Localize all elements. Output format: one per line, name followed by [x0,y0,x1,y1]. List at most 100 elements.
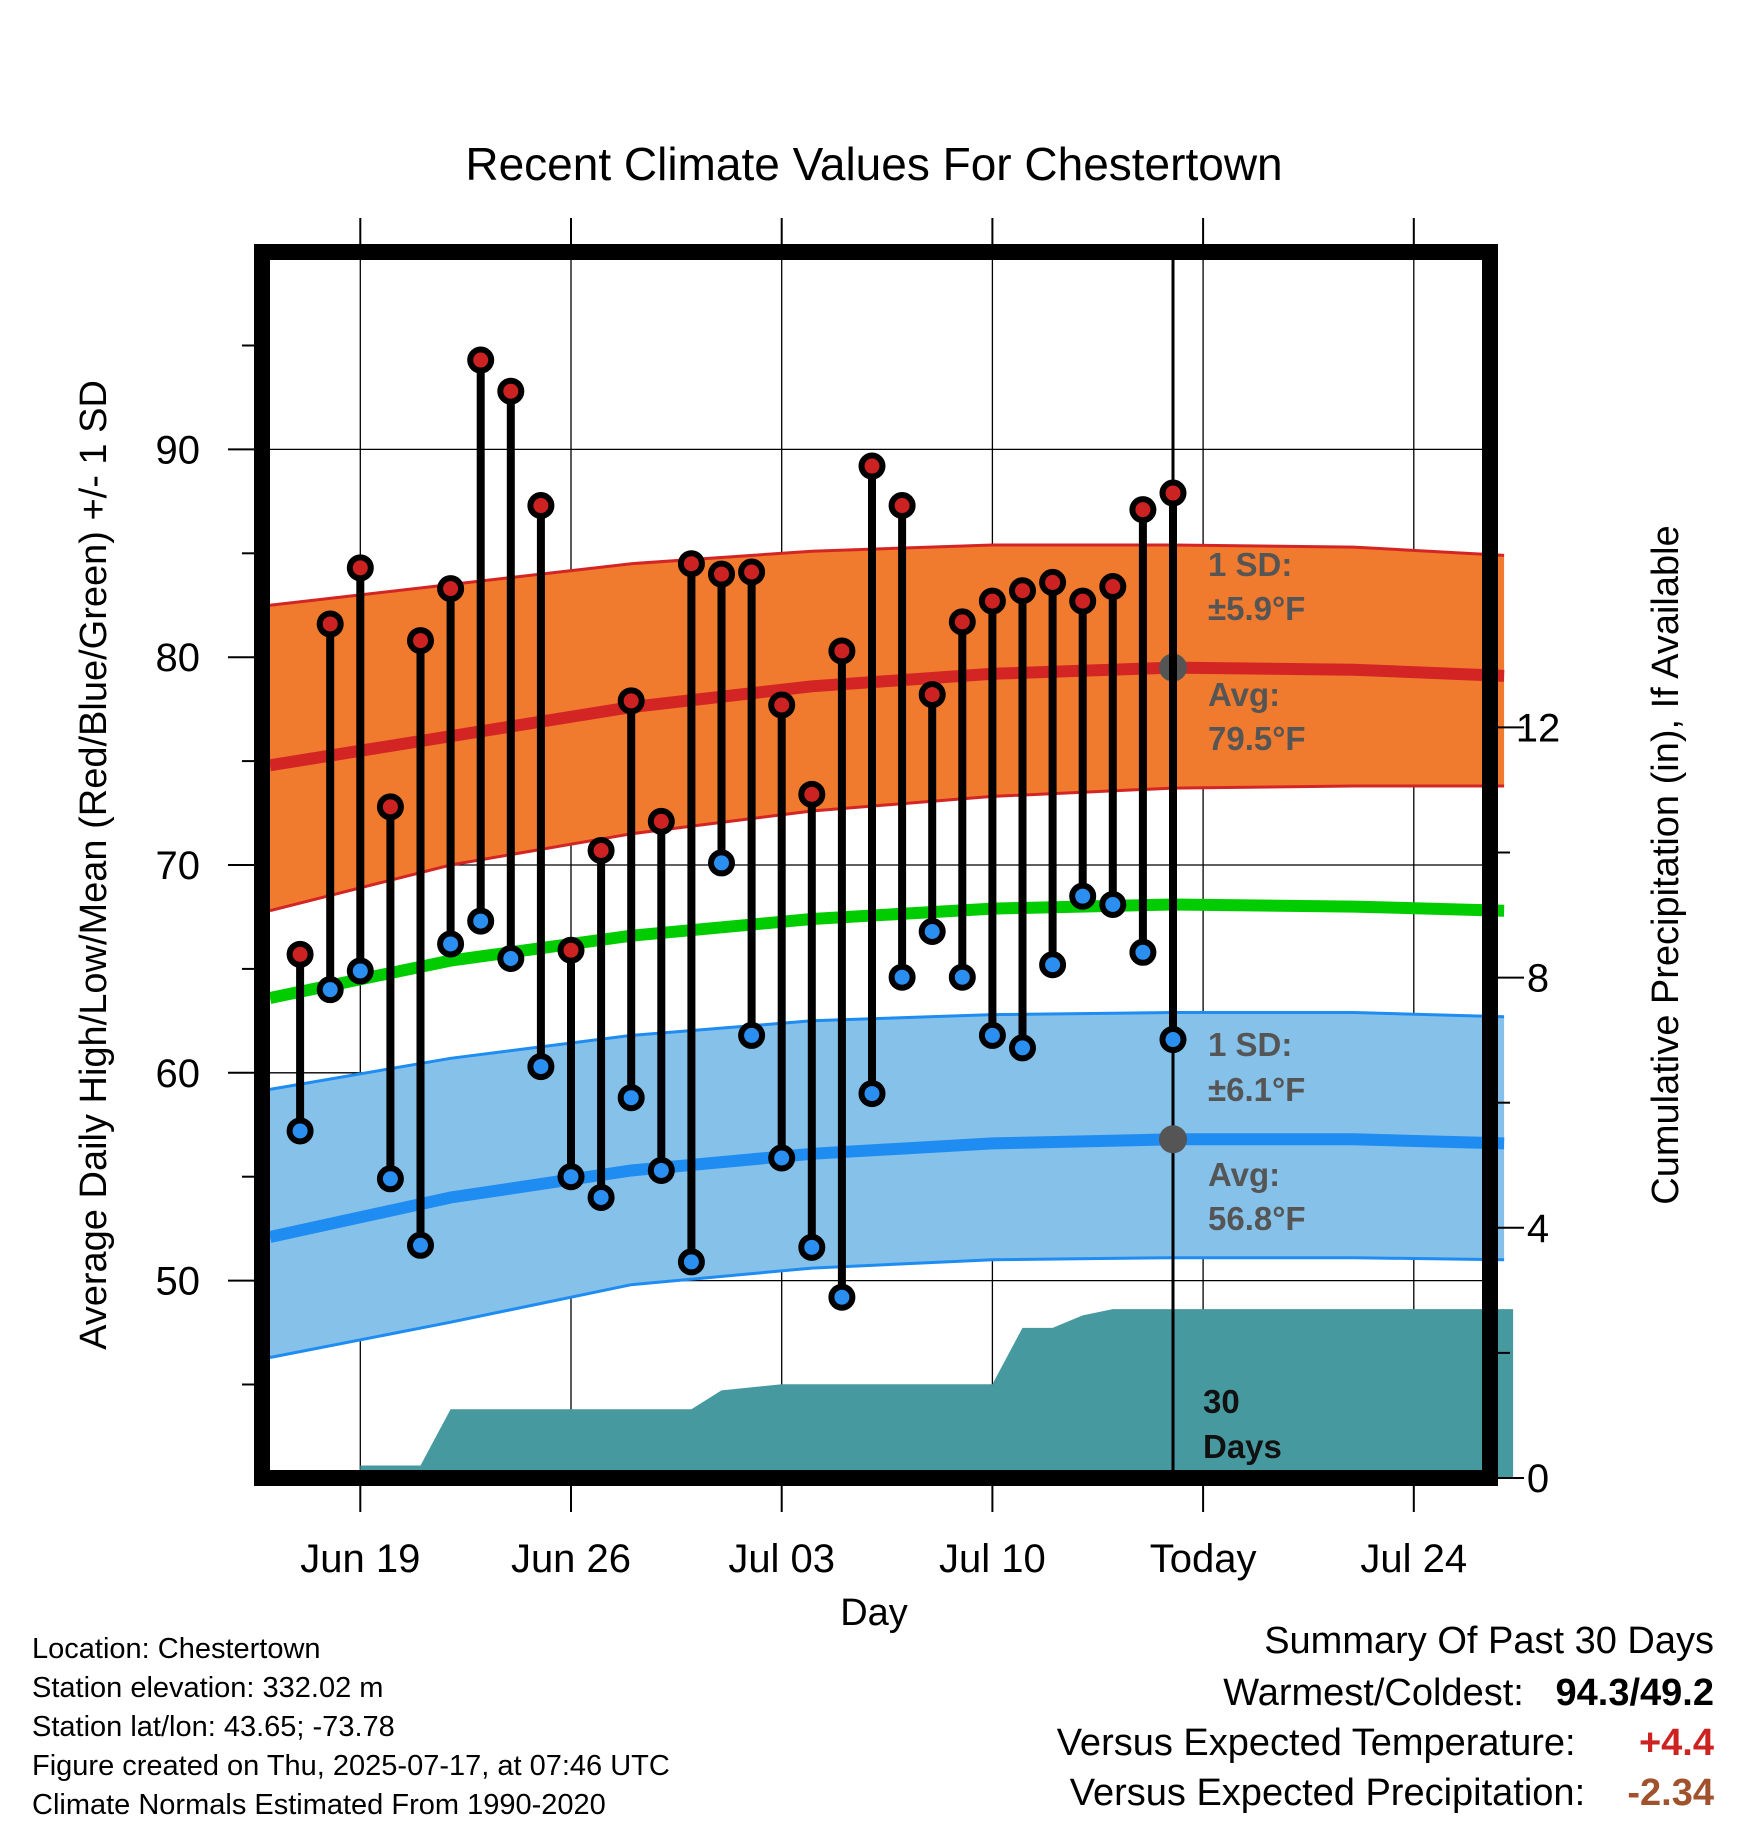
precipitation-area [360,1309,1514,1477]
low-sd-label: 1 SD: [1208,1026,1292,1063]
observed-high-point [798,780,826,808]
observed-low-point [978,1021,1006,1049]
observed-high-point [557,936,585,964]
footer-normals: Climate Normals Estimated From 1990-2020 [32,1789,606,1821]
observed-low-point [677,1248,705,1276]
precip-label-days: Days [1203,1428,1282,1465]
observed-high-point [527,492,555,520]
observed-low-point [708,849,735,877]
x-axis-label: Day [840,1592,908,1634]
footer-location: Location: Chestertown [32,1633,321,1665]
footer-elevation: Station elevation: 332.02 m [32,1672,384,1704]
observed-high-point [738,558,766,586]
x-tick-label: Jul 10 [939,1537,1046,1581]
y-tick-label: 60 [156,1052,201,1096]
observed-low-point [497,945,525,973]
warm-cold-value: 94.3/49.2 [1555,1672,1714,1714]
x-tick-label: Today [1150,1537,1257,1581]
low-sd-value: ±6.1°F [1208,1071,1305,1108]
observed-low-point [828,1283,856,1311]
precip-label: Versus Expected Precipitation: [1069,1772,1586,1814]
y2-tick-label: 4 [1527,1207,1549,1251]
observed-high-point [1039,568,1067,596]
y2-tick-label: 12 [1516,706,1561,750]
observed-high-point [617,687,645,715]
observed-high-point [1009,577,1036,605]
footer-created: Figure created on Thu, 2025-07-17, at 07… [32,1750,670,1782]
observed-high-point [1129,496,1157,524]
observed-high-point [918,681,946,709]
y-tick-label: 70 [156,844,201,888]
avg-high-label: Avg: [1208,676,1280,713]
temp-value: +4.4 [1638,1722,1714,1764]
observed-low-point [647,1156,675,1184]
x-tick-label: Jul 03 [728,1537,835,1581]
high-sd-band [270,545,1505,911]
observed-low-point [346,957,374,985]
axis-ticks: Jun 19 Jun 26 Jul 03 Jul 10 Today Jul 24 50 60 7… [156,218,1561,1581]
observed-high-point [587,836,615,864]
observed-high-point [677,550,705,578]
observed-low-point [587,1183,615,1211]
low-sd-upper-edge [269,1011,1505,1091]
observed-low-point [1159,1026,1187,1054]
observed-low-point [768,1144,796,1172]
summary-precip: Versus Expected Precipitation: -2.34 [1070,1772,1714,1815]
observed-low-point [407,1231,434,1259]
temp-label: Versus Expected Temperature: [1056,1722,1576,1764]
observed-high-point [1069,587,1097,615]
observed-low-point [738,1021,766,1049]
observed-low-point [948,963,976,991]
y-tick-label: 50 [156,1260,201,1304]
y-tick-label: 90 [156,428,201,472]
observed-high-point [1099,573,1127,601]
observed-high-point [888,492,916,520]
plot-frame [254,244,1498,1486]
avg-low-label: Avg: [1208,1156,1280,1193]
observed-low-point [1009,1034,1036,1062]
observed-low-point [798,1233,826,1261]
observed-high-point [708,560,735,588]
observed-high-point [376,793,404,821]
avg-low-line [268,1133,1505,1243]
warm-cold-label: Warmest/Coldest: [1223,1672,1524,1714]
low-sd-band [270,1012,1505,1358]
observed-high-point [316,610,344,638]
observed-low-point [557,1163,585,1191]
y-axis-label: Average Daily High/Low/Mean (Red/Blue/Gr… [73,380,115,1350]
avg-high-value: 79.5°F [1208,720,1306,757]
observed-low-point [1039,951,1067,979]
observed-low-point [617,1084,645,1112]
avg-low-value: 56.8°F [1208,1200,1306,1237]
observed-high-point [346,554,374,582]
high-sd-value: ±5.9°F [1208,590,1305,627]
precip-cumulative-area [360,1309,1514,1477]
observed-low-point [527,1053,555,1081]
low-sd-lower-edge [269,1256,1505,1359]
plot-border [254,244,1498,1486]
observed-high-point [828,637,856,665]
summary-warm-cold: Warmest/Coldest: 94.3/49.2 [1223,1672,1714,1715]
high-sd-label: 1 SD: [1208,546,1292,583]
observed-high-point [467,346,495,374]
y-tick-label: 80 [156,636,201,680]
x-tick-label: Jun 19 [300,1537,420,1581]
observed-low-point [286,1117,314,1145]
observed-high-point [768,691,796,719]
observed-high-point [1159,479,1187,507]
observed-high-point [437,575,465,603]
observed-high-point [858,452,886,480]
today-avg-low-marker [1159,1125,1187,1154]
observed-high-point [407,627,434,655]
x-tick-label: Jul 24 [1360,1537,1467,1581]
observed-low-point [437,930,465,958]
observed-high-point [497,377,525,405]
observed-low-point [918,917,946,945]
summary-temp: Versus Expected Temperature: +4.4 [1057,1722,1714,1765]
observed-temperatures [286,346,1187,1311]
observed-high-point [647,807,675,835]
footer-info: Location: Chestertown Station elevation:… [32,1630,670,1825]
summary-title: Summary Of Past 30 Days [1264,1620,1714,1662]
precip-label-days-count: 30 [1203,1383,1240,1420]
